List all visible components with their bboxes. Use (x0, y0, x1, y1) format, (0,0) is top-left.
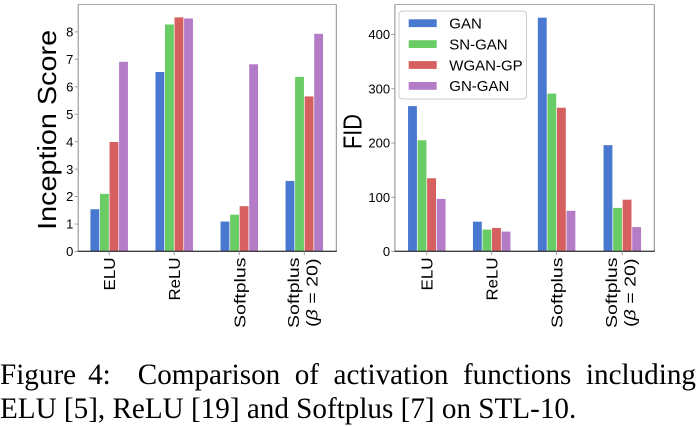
svg-text:GAN: GAN (449, 16, 482, 33)
svg-text:Inception Score: Inception Score (32, 30, 62, 230)
svg-text:ReLU: ReLU (484, 258, 501, 301)
svg-text:300: 300 (368, 81, 390, 96)
svg-text:Softplus: Softplus (286, 258, 303, 329)
svg-text:WGAN-GP: WGAN-GP (449, 57, 522, 74)
svg-text:SN-GAN: SN-GAN (449, 36, 507, 53)
svg-text:GN-GAN: GN-GAN (449, 78, 509, 95)
svg-text:7: 7 (66, 52, 73, 67)
svg-text:0: 0 (383, 244, 390, 259)
svg-text:Softplus: Softplus (550, 258, 567, 329)
svg-text:100: 100 (368, 190, 390, 205)
svg-text:(β = 20): (β = 20) (622, 259, 639, 328)
svg-text:2: 2 (66, 189, 73, 204)
svg-text:(β = 20): (β = 20) (304, 259, 321, 328)
svg-text:ELU: ELU (420, 258, 437, 291)
svg-text:400: 400 (368, 27, 390, 42)
svg-text:8: 8 (66, 25, 73, 40)
svg-text:ReLU: ReLU (167, 258, 184, 301)
svg-text:ELU: ELU (102, 258, 119, 291)
svg-text:1: 1 (66, 217, 73, 232)
svg-text:Softplus: Softplus (232, 258, 249, 329)
svg-text:5: 5 (66, 107, 73, 122)
svg-text:200: 200 (368, 136, 390, 151)
svg-text:3: 3 (66, 162, 73, 177)
svg-text:4: 4 (66, 134, 73, 149)
svg-text:Softplus: Softplus (604, 258, 621, 329)
svg-text:FID: FID (338, 114, 368, 149)
svg-text:0: 0 (66, 244, 73, 259)
svg-text:6: 6 (66, 79, 73, 94)
